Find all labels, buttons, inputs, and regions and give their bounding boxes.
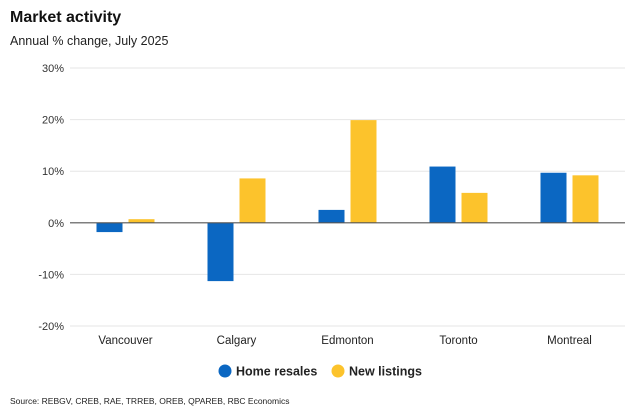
- bar-home-resales-toronto: [429, 166, 456, 223]
- bar-home-resales-calgary: [207, 222, 234, 282]
- x-category-label: Toronto: [439, 335, 477, 347]
- bar-new-listings-edmonton: [350, 120, 377, 223]
- chart-title: Market activity: [10, 9, 122, 26]
- legend-home-resales-label: Home resales: [236, 365, 317, 379]
- bar-home-resales-montreal: [540, 172, 567, 223]
- y-tick-label: 20%: [42, 115, 64, 127]
- x-category-label: Edmonton: [321, 335, 373, 347]
- grid-lines: [70, 67, 625, 327]
- legend: Home resales New listings: [218, 364, 422, 379]
- bar-new-listings-toronto: [461, 192, 488, 223]
- y-tick-label: 10%: [42, 166, 64, 178]
- y-tick-label: -20%: [38, 321, 64, 333]
- bars: [96, 120, 599, 282]
- bar-home-resales-edmonton: [318, 209, 345, 223]
- bar-new-listings-vancouver: [128, 219, 155, 223]
- bar-new-listings-montreal: [572, 175, 599, 223]
- x-category-label: Calgary: [217, 335, 257, 347]
- y-tick-label: -10%: [38, 269, 64, 281]
- x-category-label: Montreal: [547, 335, 592, 347]
- y-tick-label: 30%: [42, 63, 64, 75]
- legend-new-listings-marker: [331, 364, 345, 378]
- legend-new-listings-label: New listings: [349, 365, 422, 379]
- y-axis-ticks: -20% -10% 0% 10% 20% 30%: [38, 63, 64, 333]
- x-axis-categories: Vancouver Calgary Edmonton Toronto Montreal: [98, 335, 591, 347]
- legend-home-resales-marker: [218, 364, 232, 378]
- source-note: Source: REBGV, CREB, RAE, TRREB, OREB, Q…: [10, 396, 290, 406]
- bar-new-listings-calgary: [239, 178, 266, 223]
- y-tick-label: 0%: [48, 218, 64, 230]
- x-category-label: Vancouver: [98, 335, 152, 347]
- bar-home-resales-vancouver: [96, 222, 123, 233]
- chart-subtitle: Annual % change, July 2025: [10, 34, 169, 48]
